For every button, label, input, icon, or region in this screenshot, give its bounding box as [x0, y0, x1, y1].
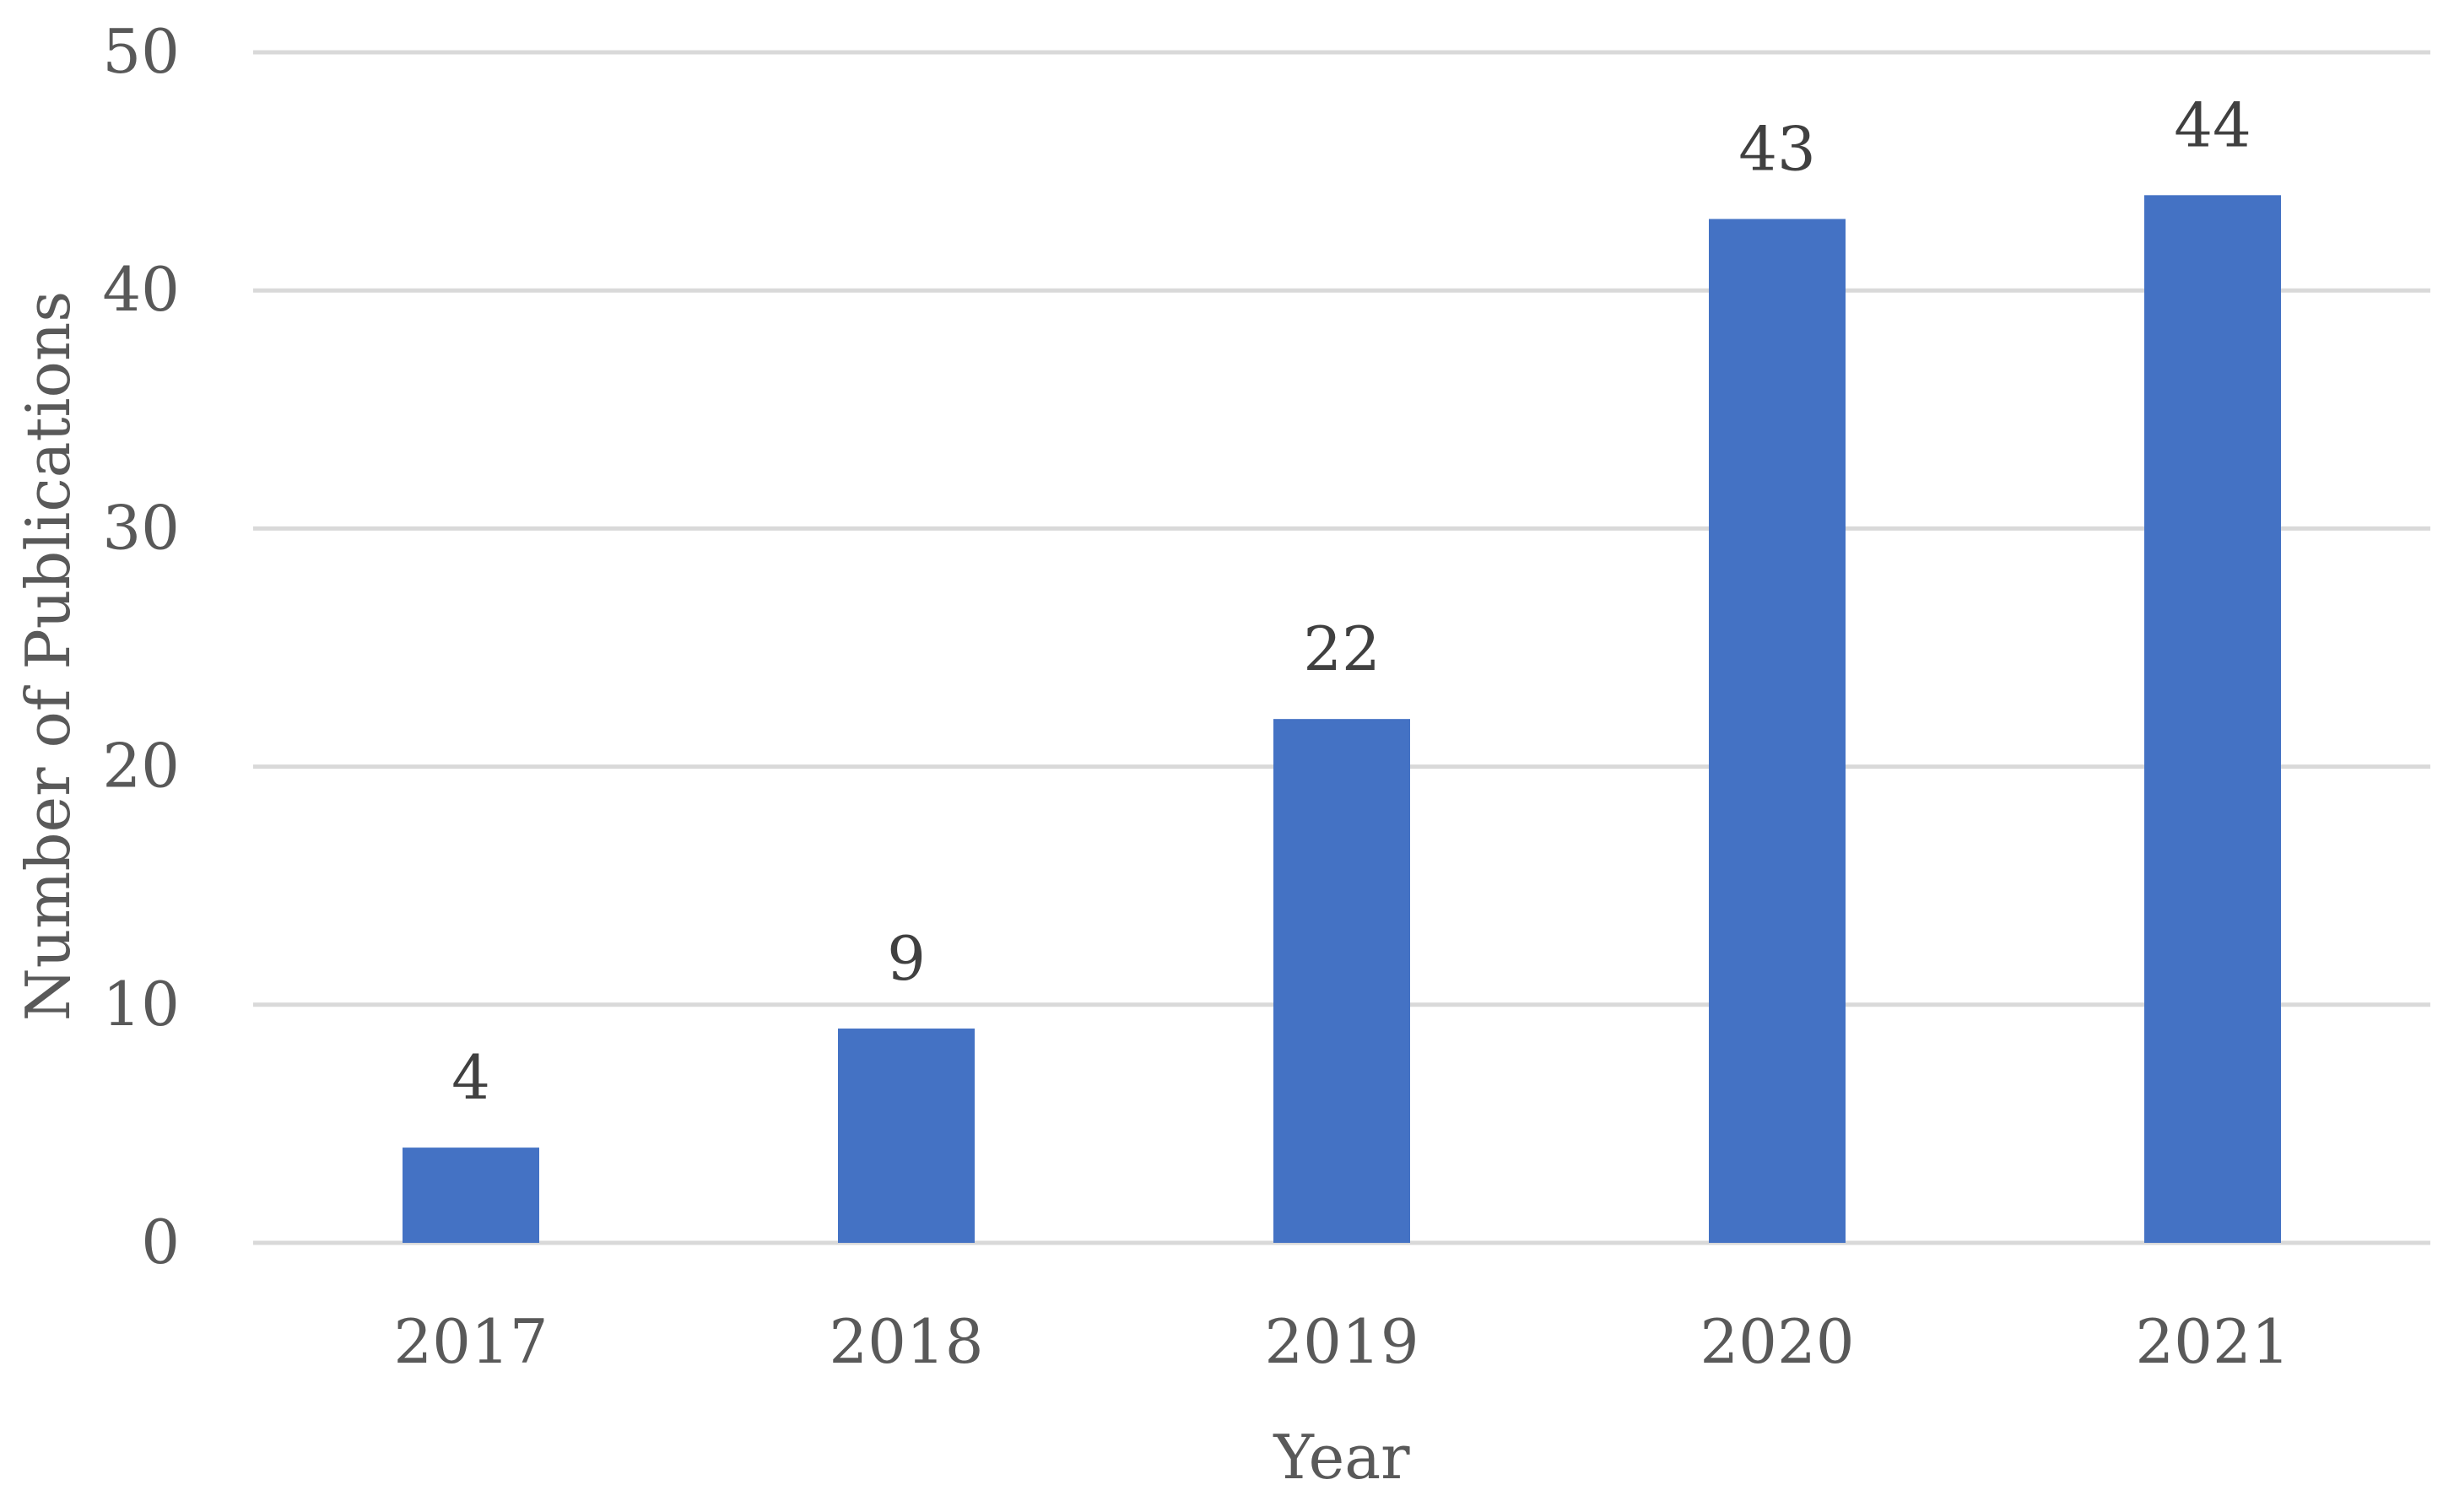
x-tick-label: 2018: [829, 1306, 983, 1377]
y-tick-label: 30: [102, 492, 180, 563]
data-label-2020: 43: [1738, 114, 1816, 185]
y-tick-label: 10: [102, 969, 180, 1040]
bar-2019: [1273, 719, 1410, 1243]
x-tick-label: 2020: [1700, 1306, 1854, 1377]
y-axis-ticks: 0 10 20 30 40 50: [102, 16, 180, 1277]
data-label-2017: 4: [451, 1042, 490, 1113]
data-label-2018: 9: [887, 923, 926, 994]
bar-2021: [2144, 195, 2281, 1243]
y-axis-title: Number of Publications: [13, 291, 84, 1021]
y-tick-label: 20: [102, 731, 180, 802]
data-label-2021: 44: [2174, 89, 2251, 160]
x-tick-label: 2021: [2135, 1306, 2289, 1377]
bar-2020: [1709, 219, 1846, 1243]
bar-2017: [403, 1148, 539, 1243]
bar-2018: [838, 1029, 975, 1243]
y-tick-label: 50: [102, 16, 180, 87]
y-tick-label: 40: [102, 254, 180, 325]
x-axis-ticks: 2017 2018 2019 2020 2021: [393, 1306, 2289, 1377]
data-labels: 4 9 22 43 44: [451, 89, 2251, 1113]
data-label-2019: 22: [1303, 613, 1381, 684]
x-tick-label: 2019: [1264, 1306, 1419, 1377]
bars: [403, 195, 2281, 1243]
x-axis-title: Year: [1273, 1422, 1410, 1493]
x-tick-label: 2017: [393, 1306, 548, 1377]
y-tick-label: 0: [141, 1207, 180, 1277]
